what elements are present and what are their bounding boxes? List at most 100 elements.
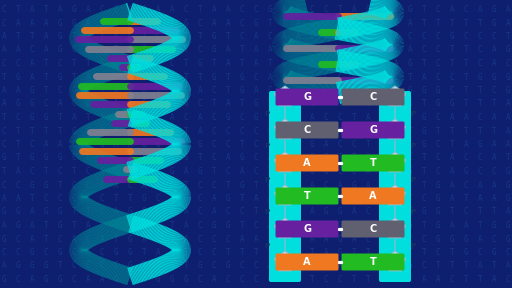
- Text: C: C: [338, 32, 343, 41]
- Text: G: G: [240, 181, 245, 190]
- Text: T: T: [408, 0, 413, 1]
- Text: G: G: [408, 5, 413, 14]
- Text: T: T: [184, 248, 188, 257]
- Text: C: C: [324, 59, 329, 68]
- Text: A: A: [310, 234, 315, 243]
- Text: A: A: [450, 5, 455, 14]
- Text: T: T: [72, 59, 77, 68]
- Text: A: A: [464, 221, 468, 230]
- Text: A: A: [226, 46, 230, 54]
- Text: T: T: [492, 207, 497, 217]
- Text: G: G: [436, 181, 441, 190]
- Text: C: C: [156, 167, 161, 176]
- Text: G: G: [142, 140, 146, 149]
- Text: G: G: [422, 126, 426, 135]
- Text: C: C: [86, 126, 91, 135]
- Text: C: C: [2, 181, 7, 190]
- Text: T: T: [86, 207, 91, 217]
- Text: A: A: [506, 207, 510, 217]
- Text: T: T: [16, 5, 20, 14]
- Text: C: C: [198, 194, 203, 203]
- Text: C: C: [212, 181, 217, 190]
- Text: C: C: [198, 18, 203, 27]
- Text: A: A: [492, 181, 497, 190]
- Text: T: T: [422, 154, 426, 162]
- Text: A: A: [254, 86, 259, 95]
- Text: T: T: [352, 86, 357, 95]
- Text: A: A: [114, 99, 119, 109]
- Text: T: T: [366, 140, 371, 149]
- Text: G: G: [310, 0, 315, 1]
- Text: A: A: [58, 140, 62, 149]
- Text: G: G: [422, 140, 426, 149]
- Text: C: C: [380, 0, 385, 1]
- Text: T: T: [478, 221, 483, 230]
- Text: A: A: [226, 18, 230, 27]
- Text: C: C: [212, 234, 217, 243]
- Text: T: T: [240, 59, 245, 68]
- Text: A: A: [352, 194, 357, 203]
- Text: A: A: [394, 59, 399, 68]
- Text: A: A: [114, 140, 119, 149]
- Text: T: T: [226, 248, 230, 257]
- Text: T: T: [198, 32, 203, 41]
- Text: S: S: [392, 257, 398, 266]
- Text: T: T: [394, 181, 399, 190]
- Text: C: C: [478, 154, 483, 162]
- Text: T: T: [170, 234, 175, 243]
- Text: C: C: [338, 275, 343, 284]
- Text: T: T: [58, 126, 62, 135]
- Text: G: G: [268, 0, 272, 1]
- Text: G: G: [170, 275, 175, 284]
- Text: C: C: [2, 126, 7, 135]
- Text: C: C: [44, 99, 49, 109]
- Text: G: G: [226, 262, 230, 270]
- Text: A: A: [128, 221, 133, 230]
- Text: A: A: [268, 262, 272, 270]
- Text: C: C: [212, 248, 217, 257]
- Text: T: T: [422, 59, 426, 68]
- Text: C: C: [86, 154, 91, 162]
- Text: A: A: [310, 46, 315, 54]
- Text: A: A: [128, 46, 133, 54]
- Text: C: C: [142, 221, 146, 230]
- Text: T: T: [282, 167, 287, 176]
- Text: A: A: [86, 221, 91, 230]
- Text: G: G: [44, 181, 49, 190]
- Text: C: C: [226, 234, 230, 243]
- Text: T: T: [268, 18, 272, 27]
- Text: T: T: [380, 59, 385, 68]
- Text: T: T: [44, 73, 49, 82]
- Text: A: A: [254, 32, 259, 41]
- Text: A: A: [303, 257, 311, 267]
- Text: G: G: [380, 126, 385, 135]
- Text: T: T: [380, 275, 385, 284]
- Text: A: A: [366, 181, 371, 190]
- Text: C: C: [100, 181, 104, 190]
- Text: C: C: [156, 207, 161, 217]
- Text: C: C: [352, 140, 357, 149]
- Text: C: C: [100, 221, 104, 230]
- Text: C: C: [422, 46, 426, 54]
- Text: C: C: [450, 86, 455, 95]
- Text: C: C: [212, 262, 217, 270]
- Text: T: T: [184, 59, 188, 68]
- Polygon shape: [385, 119, 406, 139]
- Text: T: T: [464, 59, 468, 68]
- Text: G: G: [128, 167, 133, 176]
- Text: T: T: [114, 194, 119, 203]
- Text: A: A: [450, 167, 455, 176]
- Text: T: T: [128, 275, 133, 284]
- Text: G: G: [324, 262, 329, 270]
- Text: T: T: [30, 126, 35, 135]
- Text: A: A: [464, 140, 468, 149]
- Text: T: T: [226, 86, 230, 95]
- Polygon shape: [385, 218, 406, 238]
- Text: A: A: [142, 126, 146, 135]
- Text: G: G: [86, 99, 91, 109]
- Text: S: S: [282, 225, 288, 234]
- Text: G: G: [226, 194, 230, 203]
- Text: A: A: [128, 5, 133, 14]
- Text: T: T: [464, 46, 468, 54]
- Text: C: C: [296, 248, 301, 257]
